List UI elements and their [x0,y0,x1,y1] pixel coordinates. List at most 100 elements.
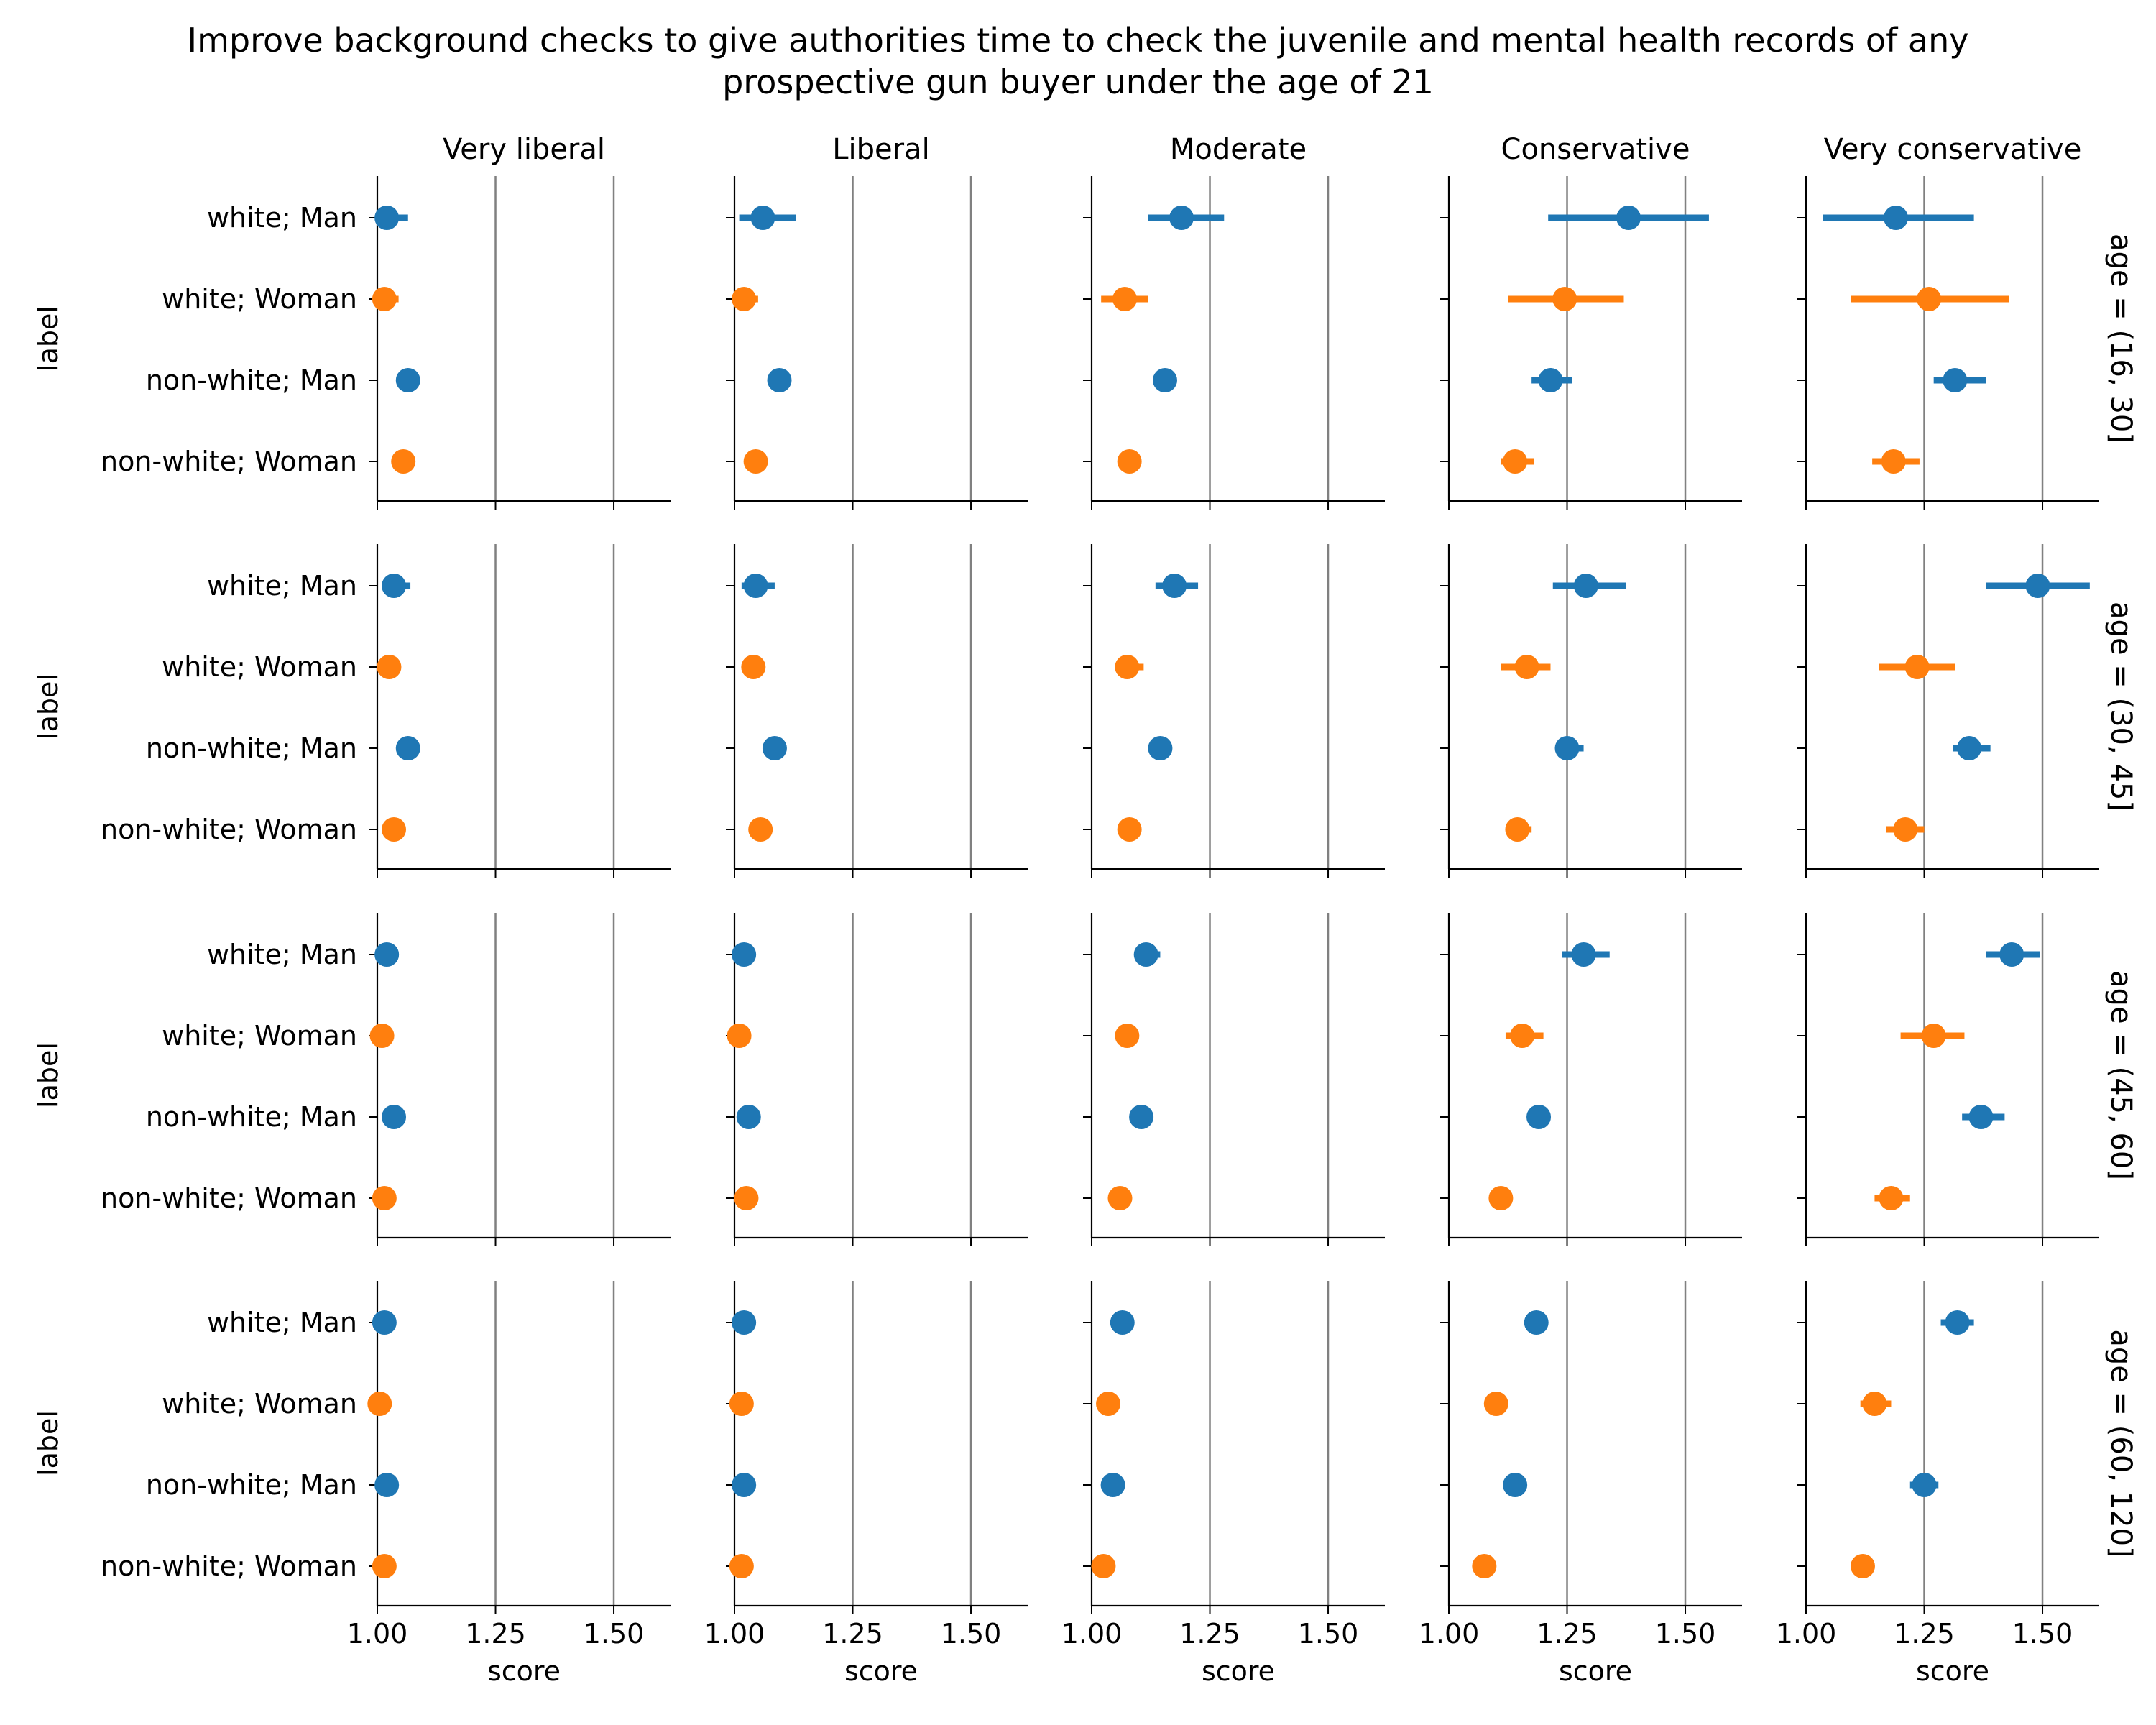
category-label: non-white; Woman [101,814,357,845]
x-tick-label: 1.25 [822,1618,883,1650]
data-point [1133,942,1158,967]
row-title: age = (45, 60] [2104,970,2137,1180]
data-point [374,206,400,230]
category-label: white; Woman [162,651,357,683]
category-label: non-white; Woman [101,1182,357,1214]
data-point [1100,1473,1125,1497]
y-axis-title: label [32,305,64,372]
x-axis-title: score [1202,1655,1275,1687]
data-point [382,817,407,842]
chart-title-line-2: prospective gun buyer under the age of 2… [722,63,1434,101]
data-point [727,1024,752,1048]
data-point [382,574,407,598]
x-tick-label: 1.00 [1061,1618,1123,1650]
data-point [1912,1473,1937,1497]
panel-r0-c3: Conservative [1440,133,1742,510]
panel-r3-c0: 1.00 1.25 1.50 white; Man white; Woman non-wh… [101,1281,671,1687]
data-point [1917,287,1942,311]
data-point [1169,206,1194,230]
column-title: Conservative [1501,133,1690,166]
x-tick-label: 1.25 [465,1618,526,1650]
data-point [1096,1392,1121,1416]
data-point [1107,1186,1133,1210]
data-point [1554,736,1580,760]
data-point [372,287,397,311]
x-tick-label: 1.00 [1776,1618,1837,1650]
panel-r1-c0: white; Man white; Woman non-white; Man non-… [101,544,671,878]
data-point [1524,1310,1549,1335]
data-point [372,1310,397,1335]
category-label: white; Woman [162,283,357,315]
panel-grid: white; Man white; Woman non-white; Man non-… [32,133,2137,1687]
panel-r3-c1: 1.00 1.25 1.50 score [704,1281,1028,1687]
column-title: Very liberal [443,133,605,166]
x-axis-title: score [1559,1655,1632,1687]
data-point [1881,449,1906,474]
data-point [1503,1473,1528,1497]
data-point [1115,1024,1140,1048]
row-title: age = (60, 120] [2104,1329,2137,1557]
panel-r1-c2 [1083,544,1385,878]
data-point [1510,1024,1534,1048]
category-label: non-white; Woman [101,1550,357,1582]
row-title: age = (16, 30] [2104,234,2137,443]
data-point [767,368,792,392]
panel-r2-c2 [1083,913,1385,1246]
category-label: white; Man [207,570,357,602]
data-point [1552,287,1577,311]
data-point [1526,1105,1552,1129]
data-point [1503,449,1528,474]
panel-r3-c4: 1.00 1.25 1.50 score [1776,1281,2099,1687]
data-point [732,1473,757,1497]
panel-r1-c3 [1440,544,1742,878]
panel-r0-c2: Moderate [1083,133,1385,510]
panel-r2-c4 [1797,913,2099,1246]
data-point [1573,574,1598,598]
data-point [372,1186,397,1210]
category-label: white; Man [207,1307,357,1338]
category-label: non-white; Man [146,1469,357,1501]
y-axis-title: label [32,1042,64,1108]
panel-r1-c4 [1797,544,2099,878]
data-point [374,942,400,967]
data-point [1153,368,1177,392]
data-point [395,368,420,392]
category-label: white; Woman [162,1388,357,1420]
data-point [1571,942,1596,967]
data-point [2025,574,2050,598]
data-point [743,574,768,598]
x-axis-title: score [844,1655,918,1687]
x-tick-label: 1.00 [347,1618,408,1650]
y-axis-title: label [32,1410,64,1476]
x-tick-label: 1.00 [704,1618,765,1650]
category-label: non-white; Woman [101,446,357,477]
panel-r2-c1 [726,913,1028,1246]
data-point [391,449,416,474]
data-point [743,449,768,474]
data-point [1117,449,1142,474]
column-title: Liberal [832,133,929,166]
panel-r3-c2: 1.00 1.25 1.50 score [1061,1281,1385,1687]
data-point [369,1024,395,1048]
data-point [1616,206,1641,230]
data-point [1472,1554,1497,1578]
data-point [1514,655,1539,679]
x-tick-label: 1.50 [2012,1618,2073,1650]
column-title: Very conservative [1824,133,2082,166]
category-label: white; Woman [162,1020,357,1052]
data-point [1129,1105,1154,1129]
data-point [1893,817,1918,842]
x-tick-label: 1.00 [1419,1618,1480,1650]
data-point [734,1186,759,1210]
data-point [1943,368,1968,392]
data-point [1091,1554,1116,1578]
data-point [1162,574,1187,598]
data-point [732,942,757,967]
data-point [1862,1392,1887,1416]
x-tick-label: 1.50 [584,1618,645,1650]
data-point [1968,1105,1994,1129]
x-tick-label: 1.25 [1179,1618,1240,1650]
category-label: non-white; Man [146,1101,357,1133]
data-point [741,655,766,679]
